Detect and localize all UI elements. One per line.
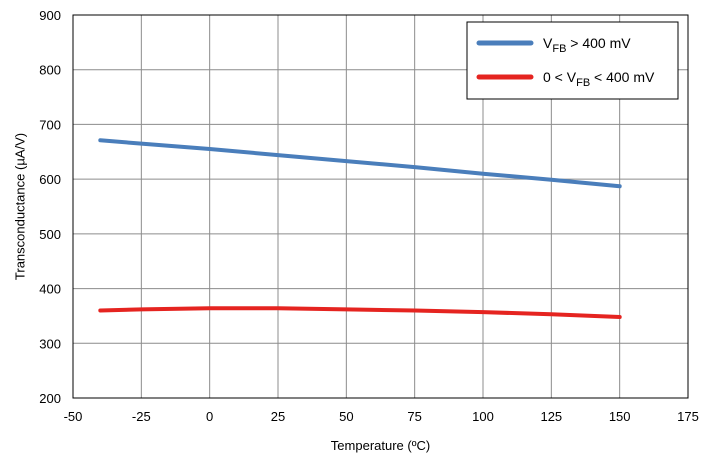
legend-label-rest: < 400 mV xyxy=(590,69,655,85)
y-tick-label: 700 xyxy=(39,117,61,132)
legend-label-2: 0 < VFB < 400 mV xyxy=(543,69,655,89)
series-line-1 xyxy=(98,138,622,189)
legend-box xyxy=(466,21,679,100)
series-line-2 xyxy=(98,306,622,319)
x-tick-label: 150 xyxy=(609,409,631,424)
y-tick-label: 900 xyxy=(39,8,61,23)
x-tick-label: -50 xyxy=(64,409,83,424)
y-tick-label: 400 xyxy=(39,282,61,297)
y-tick-label: 600 xyxy=(39,172,61,187)
x-tick-label: 50 xyxy=(339,409,353,424)
x-tick-label: 175 xyxy=(677,409,699,424)
legend-label-subscript: FB xyxy=(552,43,566,55)
legend: VFB > 400 mV0 < VFB < 400 mV xyxy=(466,21,679,100)
legend-label-main: V xyxy=(543,35,553,51)
legend-label-subscript: FB xyxy=(576,77,590,89)
x-axis-title: Temperature (ºC) xyxy=(331,438,430,453)
x-tick-label: -25 xyxy=(132,409,151,424)
legend-label-main: 0 < V xyxy=(543,69,577,85)
series-group xyxy=(98,138,622,319)
y-tick-label: 200 xyxy=(39,391,61,406)
y-axis-title: Transconductance (µA/V) xyxy=(13,133,28,280)
legend-label-rest: > 400 mV xyxy=(566,35,631,51)
y-tick-label: 500 xyxy=(39,227,61,242)
x-tick-label: 0 xyxy=(206,409,213,424)
plot-frame xyxy=(72,14,689,399)
y-tick-label: 300 xyxy=(39,336,61,351)
legend-label-1: VFB > 400 mV xyxy=(543,35,631,55)
x-tick-labels: -50 -25 0 25 50 75 100 125 150 175 xyxy=(64,409,699,424)
x-tick-label: 25 xyxy=(271,409,285,424)
x-tick-label: 75 xyxy=(407,409,421,424)
y-tick-label: 800 xyxy=(39,63,61,78)
x-tick-label: 125 xyxy=(540,409,562,424)
x-tick-label: 100 xyxy=(472,409,494,424)
y-tick-labels: 200 300 400 500 600 700 800 900 xyxy=(39,8,61,406)
